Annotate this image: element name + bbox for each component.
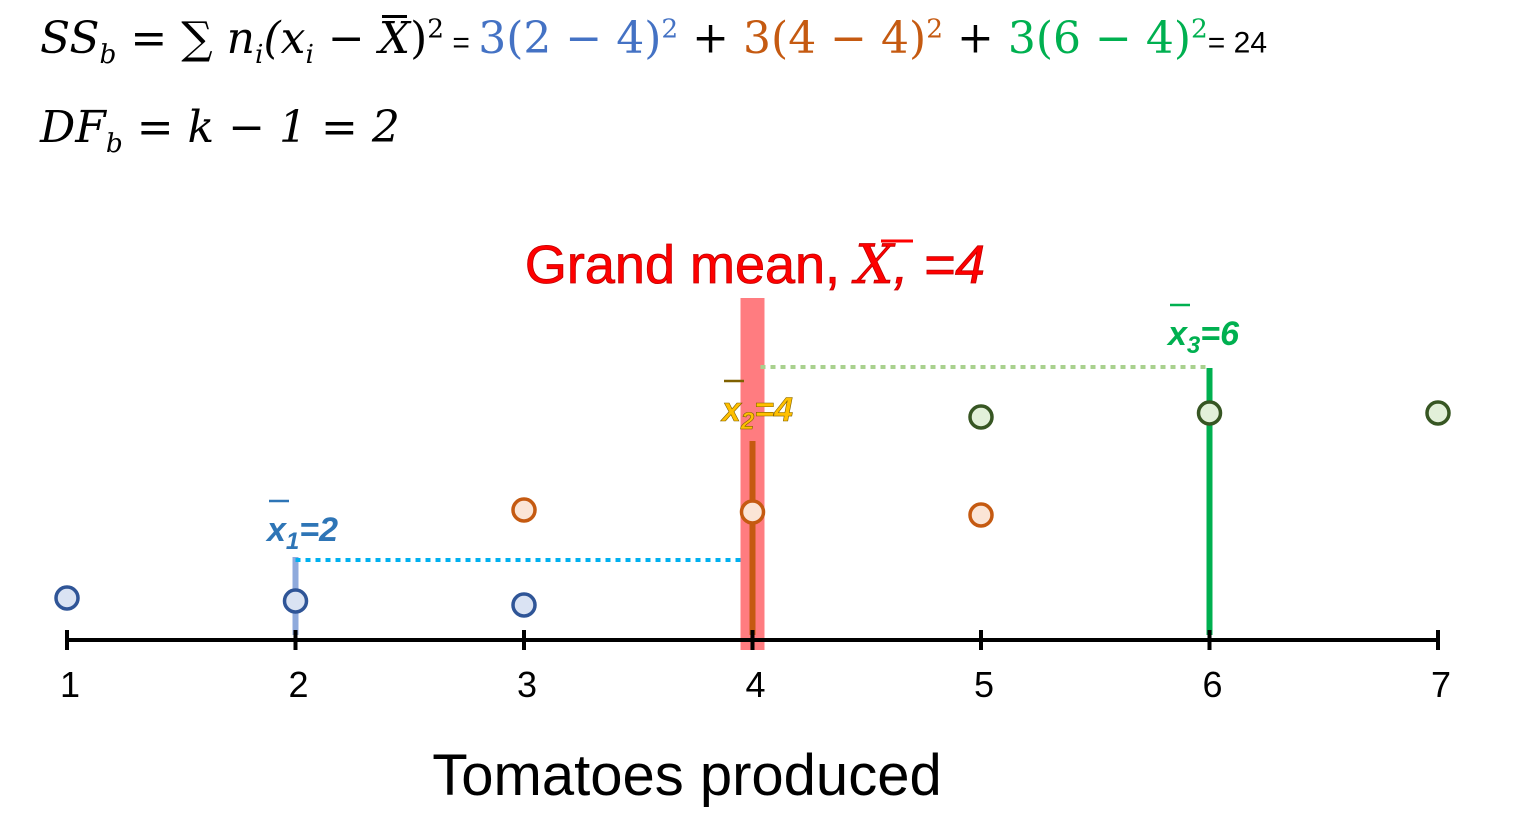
group-2-data-point	[739, 499, 766, 525]
plus-sign-2: +	[942, 12, 1008, 64]
group-1-data-point	[511, 592, 537, 618]
grand-mean-label: Grand mean, X, =4	[525, 233, 985, 296]
plus-sign-1: +	[678, 12, 744, 64]
tick-label: 4	[745, 664, 765, 705]
ss-formula: = ∑ ni(xi − X)2	[116, 12, 445, 70]
grand-mean-symbol: X	[851, 233, 896, 296]
ss-symbol: SSb	[40, 12, 117, 70]
group-2-data-point	[511, 497, 537, 523]
data-points	[54, 400, 1451, 618]
group-1-data-point	[282, 588, 309, 614]
group-1-data-point	[54, 585, 80, 611]
tick-label: 3	[517, 664, 537, 705]
group-3-data-point	[968, 404, 994, 430]
axis-title: Tomatoes produced	[432, 743, 941, 808]
df-formula: = k − 1 = 2	[122, 102, 400, 153]
ss-between-equation: SSb = ∑ ni(xi − X)2 = 3(2 − 4)2 + 3(4 − …	[40, 12, 1268, 70]
number-line-axis: 1 2 3 4 5 6 7	[60, 630, 1451, 705]
term-group-3: 3(6 − 4)2	[1007, 12, 1208, 64]
group-3-data-point	[1196, 400, 1223, 426]
group-2-data-point	[968, 502, 994, 528]
tick-label: 6	[1202, 664, 1222, 705]
ss-result: = 24	[1207, 26, 1268, 60]
df-symbol: DFb	[40, 102, 123, 159]
mean-labels: x1=2 x2=4 x3=6	[265, 303, 1240, 555]
group-1-mean-label: x1=2	[265, 511, 338, 555]
tick-label: 2	[288, 664, 308, 705]
tick-label: 7	[1431, 664, 1451, 705]
term-group-1: 3(2 − 4)2	[478, 12, 679, 64]
group-3-data-point	[1425, 400, 1451, 426]
tick-label: 1	[60, 664, 80, 705]
term-group-2: 3(4 − 4)2	[743, 12, 943, 64]
mean-reference-lines	[292, 298, 1213, 650]
group-2-mean-label: x2=4	[720, 391, 793, 435]
group-3-mean-label: x3=6	[1166, 315, 1240, 359]
df-between-equation: DFb = k − 1 = 2	[40, 106, 400, 157]
equals-sign: =	[444, 26, 479, 60]
tick-label: 5	[974, 664, 994, 705]
